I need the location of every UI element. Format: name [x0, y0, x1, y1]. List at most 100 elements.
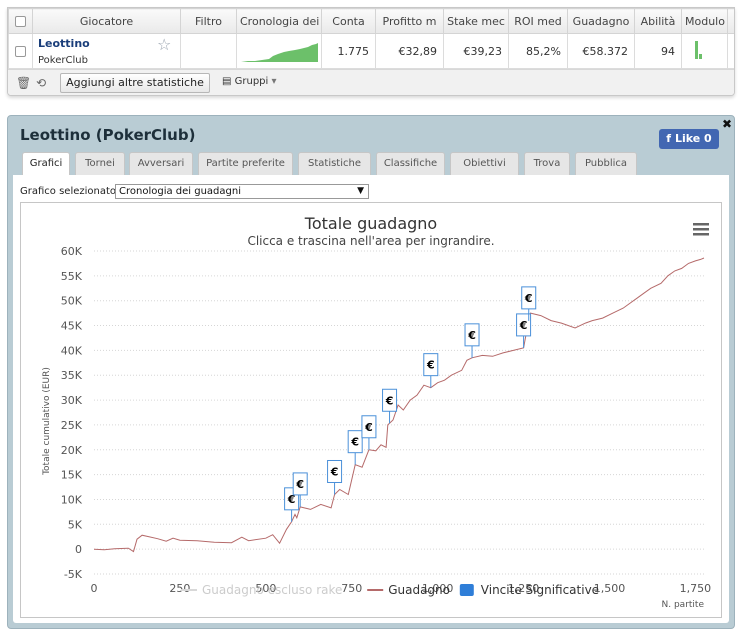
legend-item[interactable]: Guadagno escluso rake [181, 583, 342, 597]
facebook-icon: f [666, 132, 672, 145]
chart-select-value: Cronologia dei guadagni [119, 186, 241, 197]
groups-menu[interactable]: ▤ Gruppi ▾ [222, 76, 277, 87]
column-header-count[interactable]: Conta [321, 8, 376, 34]
column-header-avg-roi[interactable]: ROI med [508, 8, 568, 34]
chart-select-dropdown[interactable]: Cronologia dei guadagni ▼ [115, 184, 369, 199]
row-select-cell[interactable] [8, 33, 33, 69]
significant-win-flag[interactable]: € [327, 459, 343, 495]
column-header-avg-profit[interactable]: Profitto m [375, 8, 444, 34]
chart-container[interactable]: Totale guadagno Clicca e trascina nell'a… [20, 202, 722, 618]
column-header-player[interactable]: Giocatore [32, 8, 181, 34]
ability-cell: 94 [634, 33, 682, 69]
add-statistics-button[interactable]: Aggiungi altre statistiche [60, 73, 210, 93]
tab-find[interactable]: Trova [524, 152, 570, 176]
count-cell: 1.775 [321, 33, 376, 69]
significant-win-flag[interactable]: € [382, 388, 398, 424]
x-tick-label: 500 [255, 582, 276, 595]
column-header-winnings[interactable]: Guadagno [567, 8, 635, 34]
charts-tab-body: Grafico selezionato Cronologia dei guada… [13, 175, 729, 623]
y-tick-label: 55K [61, 270, 83, 283]
favorite-star-icon[interactable]: ☆ [157, 35, 172, 54]
significant-win-flag[interactable]: € [516, 313, 532, 348]
legend-item[interactable]: Guadagno [367, 583, 450, 597]
y-tick-label: 35K [61, 369, 83, 382]
y-tick-label: 45K [61, 320, 83, 333]
facebook-like-button[interactable]: f Like 0 [659, 129, 719, 149]
column-header-ability[interactable]: Abilità [634, 8, 682, 34]
euro-icon: € [426, 359, 435, 372]
series-line-guadagno [93, 257, 705, 553]
winnings-cell: €58.372 [567, 33, 635, 69]
tab-favorite-games[interactable]: Partite preferite [198, 152, 293, 176]
y-tick-label: 50K [61, 295, 83, 308]
refresh-icon[interactable]: ⟲ [36, 76, 47, 90]
save-icon: ▤ [222, 76, 232, 87]
x-tick-label: 1,750 [680, 582, 712, 595]
chart-legend[interactable]: Guadagno escluso rake Guadagno Vincite Sig… [181, 583, 599, 597]
column-header-avg-stake[interactable]: Stake mec [443, 8, 509, 34]
player-panel: Leottino (PokerClub) f Like 0 ✖ Grafici … [7, 115, 735, 629]
trash-icon[interactable]: 🗑 [16, 76, 32, 90]
y-tick-label: -5K [64, 568, 83, 581]
tab-opponents[interactable]: Avversari [129, 152, 193, 176]
avg-stake-cell: €39,23 [443, 33, 509, 69]
legend-label: Guadagno escluso rake [202, 583, 342, 597]
form-cell [681, 33, 728, 69]
euro-icon: € [350, 436, 359, 449]
significant-win-flag[interactable]: € [292, 472, 308, 507]
legend-item[interactable]: Vincite Significative [459, 583, 599, 597]
select-all-header[interactable] [8, 8, 33, 34]
header-row: Giocatore Filtro Cronologia dei g Conta … [8, 8, 734, 34]
gridlines [94, 250, 704, 575]
significant-win-flag[interactable]: € [464, 323, 480, 358]
tab-rankings[interactable]: Classifiche [376, 152, 445, 176]
column-header-remove [727, 8, 734, 34]
history-sparkline [241, 43, 318, 62]
close-panel-icon[interactable]: ✖ [722, 117, 733, 131]
row-checkbox[interactable] [15, 46, 26, 57]
results-table: Giocatore Filtro Cronologia dei g Conta … [8, 8, 734, 69]
groups-label: Gruppi [234, 76, 269, 87]
tab-charts[interactable]: Grafici [22, 152, 70, 177]
y-tick-label: 30K [61, 394, 83, 407]
chart-select-label: Grafico selezionato [20, 186, 117, 197]
select-all-checkbox[interactable] [15, 16, 26, 27]
significant-win-flag[interactable]: € [347, 430, 363, 465]
euro-icon: € [287, 493, 296, 506]
column-header-form[interactable]: Modulo [681, 8, 728, 34]
chart-subtitle: Clicca e trascina nell'area per ingrandi… [247, 234, 494, 248]
player-site: PokerClub [38, 54, 88, 66]
y-axis-label: Totale cumulativo (EUR) [42, 367, 52, 476]
significant-win-flag[interactable]: € [423, 353, 439, 388]
history-sparkline-cell[interactable] [236, 33, 322, 69]
x-tick-label: 250 [169, 582, 190, 595]
significant-win-flag[interactable]: € [521, 286, 537, 321]
y-tick-label: 15K [61, 469, 83, 482]
significant-win-flag[interactable]: € [361, 415, 377, 450]
tab-tournaments[interactable]: Tornei [75, 152, 125, 176]
y-tick-label: 60K [61, 245, 83, 258]
euro-icon: € [524, 292, 533, 305]
x-tick-label: 1,000 [422, 582, 454, 595]
x-tick-label: 1,500 [594, 582, 626, 595]
column-header-filter[interactable]: Filtro [180, 8, 237, 34]
player-cell: Leottino PokerClub ☆ [32, 33, 181, 69]
x-tick-label: 1,250 [508, 582, 540, 595]
tab-publish[interactable]: Pubblica [575, 152, 637, 176]
y-tick-label: 5K [68, 518, 83, 531]
chart-menu-icon[interactable] [693, 223, 709, 236]
player-name-link[interactable]: Leottino [38, 36, 90, 50]
panel-title: Leottino (PokerClub) [20, 126, 196, 144]
remove-cell: x [727, 33, 734, 69]
filter-cell[interactable] [180, 33, 237, 69]
avg-profit-cell: €32,89 [375, 33, 444, 69]
x-tick-label: 750 [341, 582, 362, 595]
column-header-history[interactable]: Cronologia dei g [236, 8, 322, 34]
results-table-container: Giocatore Filtro Cronologia dei g Conta … [7, 7, 735, 96]
tab-statistics[interactable]: Statistiche [298, 152, 371, 176]
y-tick-label: 0 [75, 543, 82, 556]
series-lines [93, 257, 705, 553]
significant-wins-flags[interactable]: € € € € € € € € € € [284, 286, 537, 522]
tab-goals[interactable]: Obiettivi [450, 152, 519, 176]
winnings-chart[interactable]: Totale guadagno Clicca e trascina nell'a… [21, 203, 721, 617]
